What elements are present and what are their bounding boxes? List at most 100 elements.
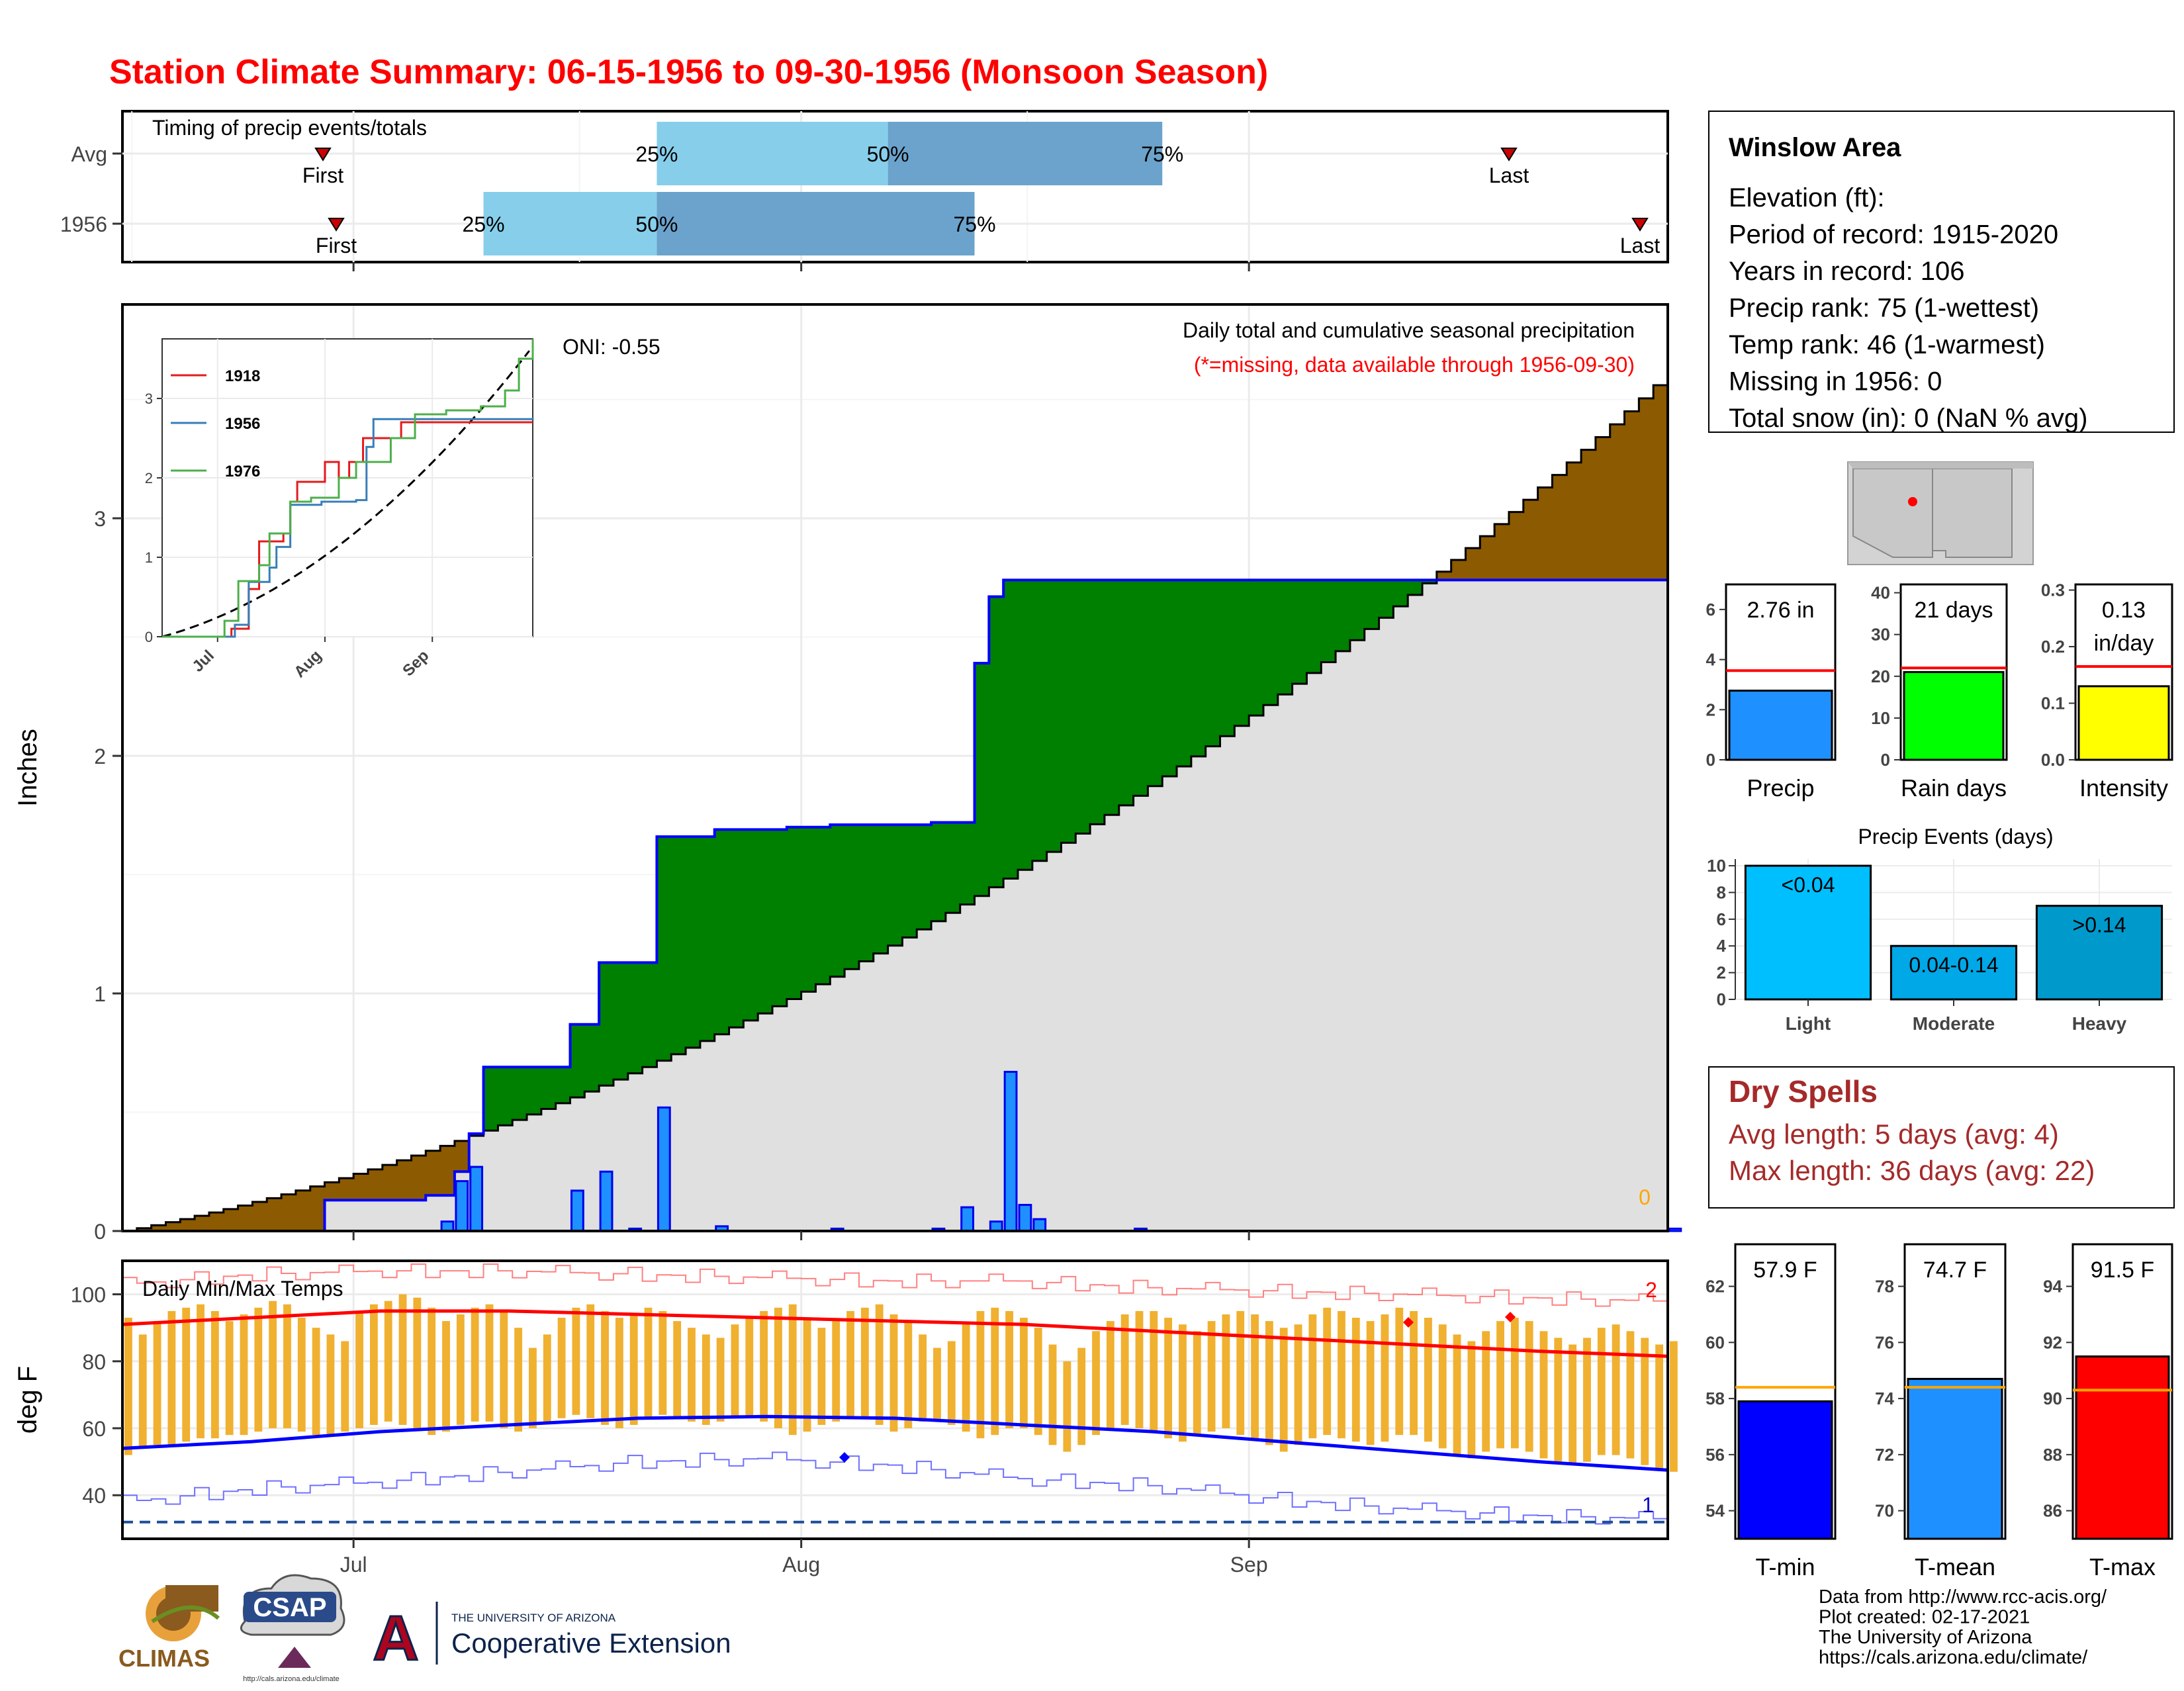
daily-temp-bar xyxy=(860,1307,869,1418)
summary-precip-label: Precip xyxy=(1747,774,1814,801)
deficit-fill xyxy=(238,1205,253,1231)
surplus-fill xyxy=(887,825,903,946)
timing-row-label: 1956 xyxy=(60,212,107,236)
daily-temp-bar xyxy=(774,1307,782,1429)
surplus-fill xyxy=(1205,580,1221,747)
precip-events-title: Precip Events (days) xyxy=(1858,825,2053,848)
events-category-label: Heavy xyxy=(2072,1013,2127,1034)
daily-temp-bar xyxy=(572,1307,580,1415)
precip-ytick-label: 1 xyxy=(94,982,106,1006)
cumulative-base-fill xyxy=(1581,580,1596,1231)
temp-summary-t-max-bar xyxy=(2075,1355,2170,1540)
ua-block-a: A xyxy=(373,1603,418,1674)
daily-temp-bar xyxy=(1453,1334,1461,1455)
cumulative-base-fill xyxy=(686,1047,701,1231)
daily-temp-bar xyxy=(254,1307,263,1432)
surplus-fill xyxy=(1003,580,1019,879)
daily-precip-bar xyxy=(1668,1227,1682,1232)
cumulative-base-fill xyxy=(1090,824,1105,1231)
surplus-fill xyxy=(1220,580,1235,737)
cumulative-base-fill xyxy=(498,1125,513,1231)
summary-rain-days-ytick-label: 40 xyxy=(1871,583,1890,603)
timing-title: Timing of precip events/totals xyxy=(152,116,427,140)
surplus-fill xyxy=(642,962,657,1068)
daily-temp-bar xyxy=(788,1304,797,1436)
surplus-fill xyxy=(1422,580,1437,584)
timing-label-25: 25% xyxy=(635,142,678,166)
summary-intensity-ytick-label: 0.0 xyxy=(2041,750,2065,770)
deficit-fill xyxy=(426,1150,441,1196)
daily-temp-bar xyxy=(312,1328,320,1436)
daily-temp-bar xyxy=(731,1324,739,1418)
daily-temp-bar xyxy=(1626,1331,1635,1459)
temp-low-count: 1 xyxy=(1642,1493,1654,1517)
surplus-fill xyxy=(570,1024,585,1098)
cumulative-base-fill xyxy=(1148,786,1163,1231)
daily-temp-bar xyxy=(1193,1331,1201,1436)
cumulative-base-fill xyxy=(483,1130,498,1231)
events-bar-label: <0.04 xyxy=(1782,873,1835,897)
deficit-fill xyxy=(1494,524,1510,580)
daily-temp-bar xyxy=(1164,1318,1173,1439)
station-info-line: Precip rank: 75 (1-wettest) xyxy=(1729,294,2039,323)
timing-first-marker xyxy=(328,218,345,232)
daily-temp-bar xyxy=(1583,1338,1591,1462)
surplus-fill xyxy=(786,827,802,999)
cumulative-base-fill xyxy=(1205,746,1221,1231)
temp-summary-t-mean-label: T-mean xyxy=(1915,1553,1995,1580)
cumulative-base-fill xyxy=(729,1027,744,1231)
cumulative-base-fill xyxy=(1133,796,1148,1231)
summary-precip-ytick-label: 0 xyxy=(1706,750,1715,770)
cumulative-base-fill xyxy=(353,1200,369,1231)
deficit-fill xyxy=(180,1218,195,1231)
deficit-fill xyxy=(208,1212,224,1231)
summary-rain-days-ytick-label: 20 xyxy=(1871,666,1890,686)
temp-summary-t-min-ytick-label: 56 xyxy=(1706,1445,1725,1465)
precip-events-panel: Precip Events (days) 0 2 4 6 8 10 <0.04 Light 0.… xyxy=(1707,825,2172,1034)
daily-temp-bar xyxy=(413,1297,422,1429)
daily-temp-bar xyxy=(124,1318,132,1455)
surplus-fill xyxy=(627,962,643,1074)
surplus-fill xyxy=(599,962,614,1086)
footer-line: Plot created: 02-17-2021 xyxy=(1819,1607,2030,1628)
daily-temp-bar xyxy=(138,1334,147,1449)
daily-temp-bar xyxy=(428,1307,436,1436)
events-ytick-label: 2 xyxy=(1717,963,1726,983)
daily-temp-bar xyxy=(688,1328,696,1422)
surplus-fill xyxy=(555,1067,570,1103)
cumulative-base-fill xyxy=(714,1034,730,1231)
daily-temp-bar xyxy=(1525,1321,1533,1452)
surplus-fill xyxy=(1393,580,1408,607)
daily-temp-bar xyxy=(1005,1310,1013,1429)
cumulative-base-fill xyxy=(1046,852,1062,1231)
daily-temp-bar xyxy=(832,1321,841,1422)
temp-summary-t-min: 54 56 58 60 62 57.9 F T-min xyxy=(1706,1243,1837,1580)
daily-temp-bar xyxy=(673,1321,682,1418)
daily-temp-bar xyxy=(283,1304,291,1429)
tmin-average-line xyxy=(122,1414,1668,1472)
cumulative-base-fill xyxy=(700,1040,715,1231)
surplus-fill xyxy=(873,825,889,954)
events-ytick-label: 10 xyxy=(1707,856,1726,876)
deficit-fill xyxy=(353,1173,369,1201)
inset-ytick-label: 1 xyxy=(145,549,153,566)
cumulative-base-fill xyxy=(743,1020,758,1231)
x-month-label: Jul xyxy=(340,1553,367,1577)
daily-precip-bar xyxy=(455,1180,469,1232)
surplus-fill xyxy=(1032,580,1048,861)
temp-summary-t-max-label: T-max xyxy=(2089,1553,2156,1580)
daily-temp-bar xyxy=(976,1310,985,1439)
daily-temp-bar xyxy=(1351,1318,1360,1442)
timing-row-label: Avg xyxy=(71,142,107,166)
surplus-fill xyxy=(1364,580,1380,629)
temp-title: Daily Min/Max Temps xyxy=(142,1277,343,1301)
cumulative-base-fill xyxy=(960,904,976,1231)
daily-temp-bar xyxy=(1077,1348,1086,1445)
deficit-fill xyxy=(1465,548,1480,580)
surplus-fill xyxy=(1379,580,1394,618)
daily-temp-bar xyxy=(991,1307,999,1436)
temp-ylabel: deg F xyxy=(13,1366,42,1434)
timing-last-marker-label: Last xyxy=(1620,234,1661,257)
temp-summary-t-max-value: 91.5 F xyxy=(2091,1257,2154,1283)
deficit-fill xyxy=(339,1178,354,1201)
